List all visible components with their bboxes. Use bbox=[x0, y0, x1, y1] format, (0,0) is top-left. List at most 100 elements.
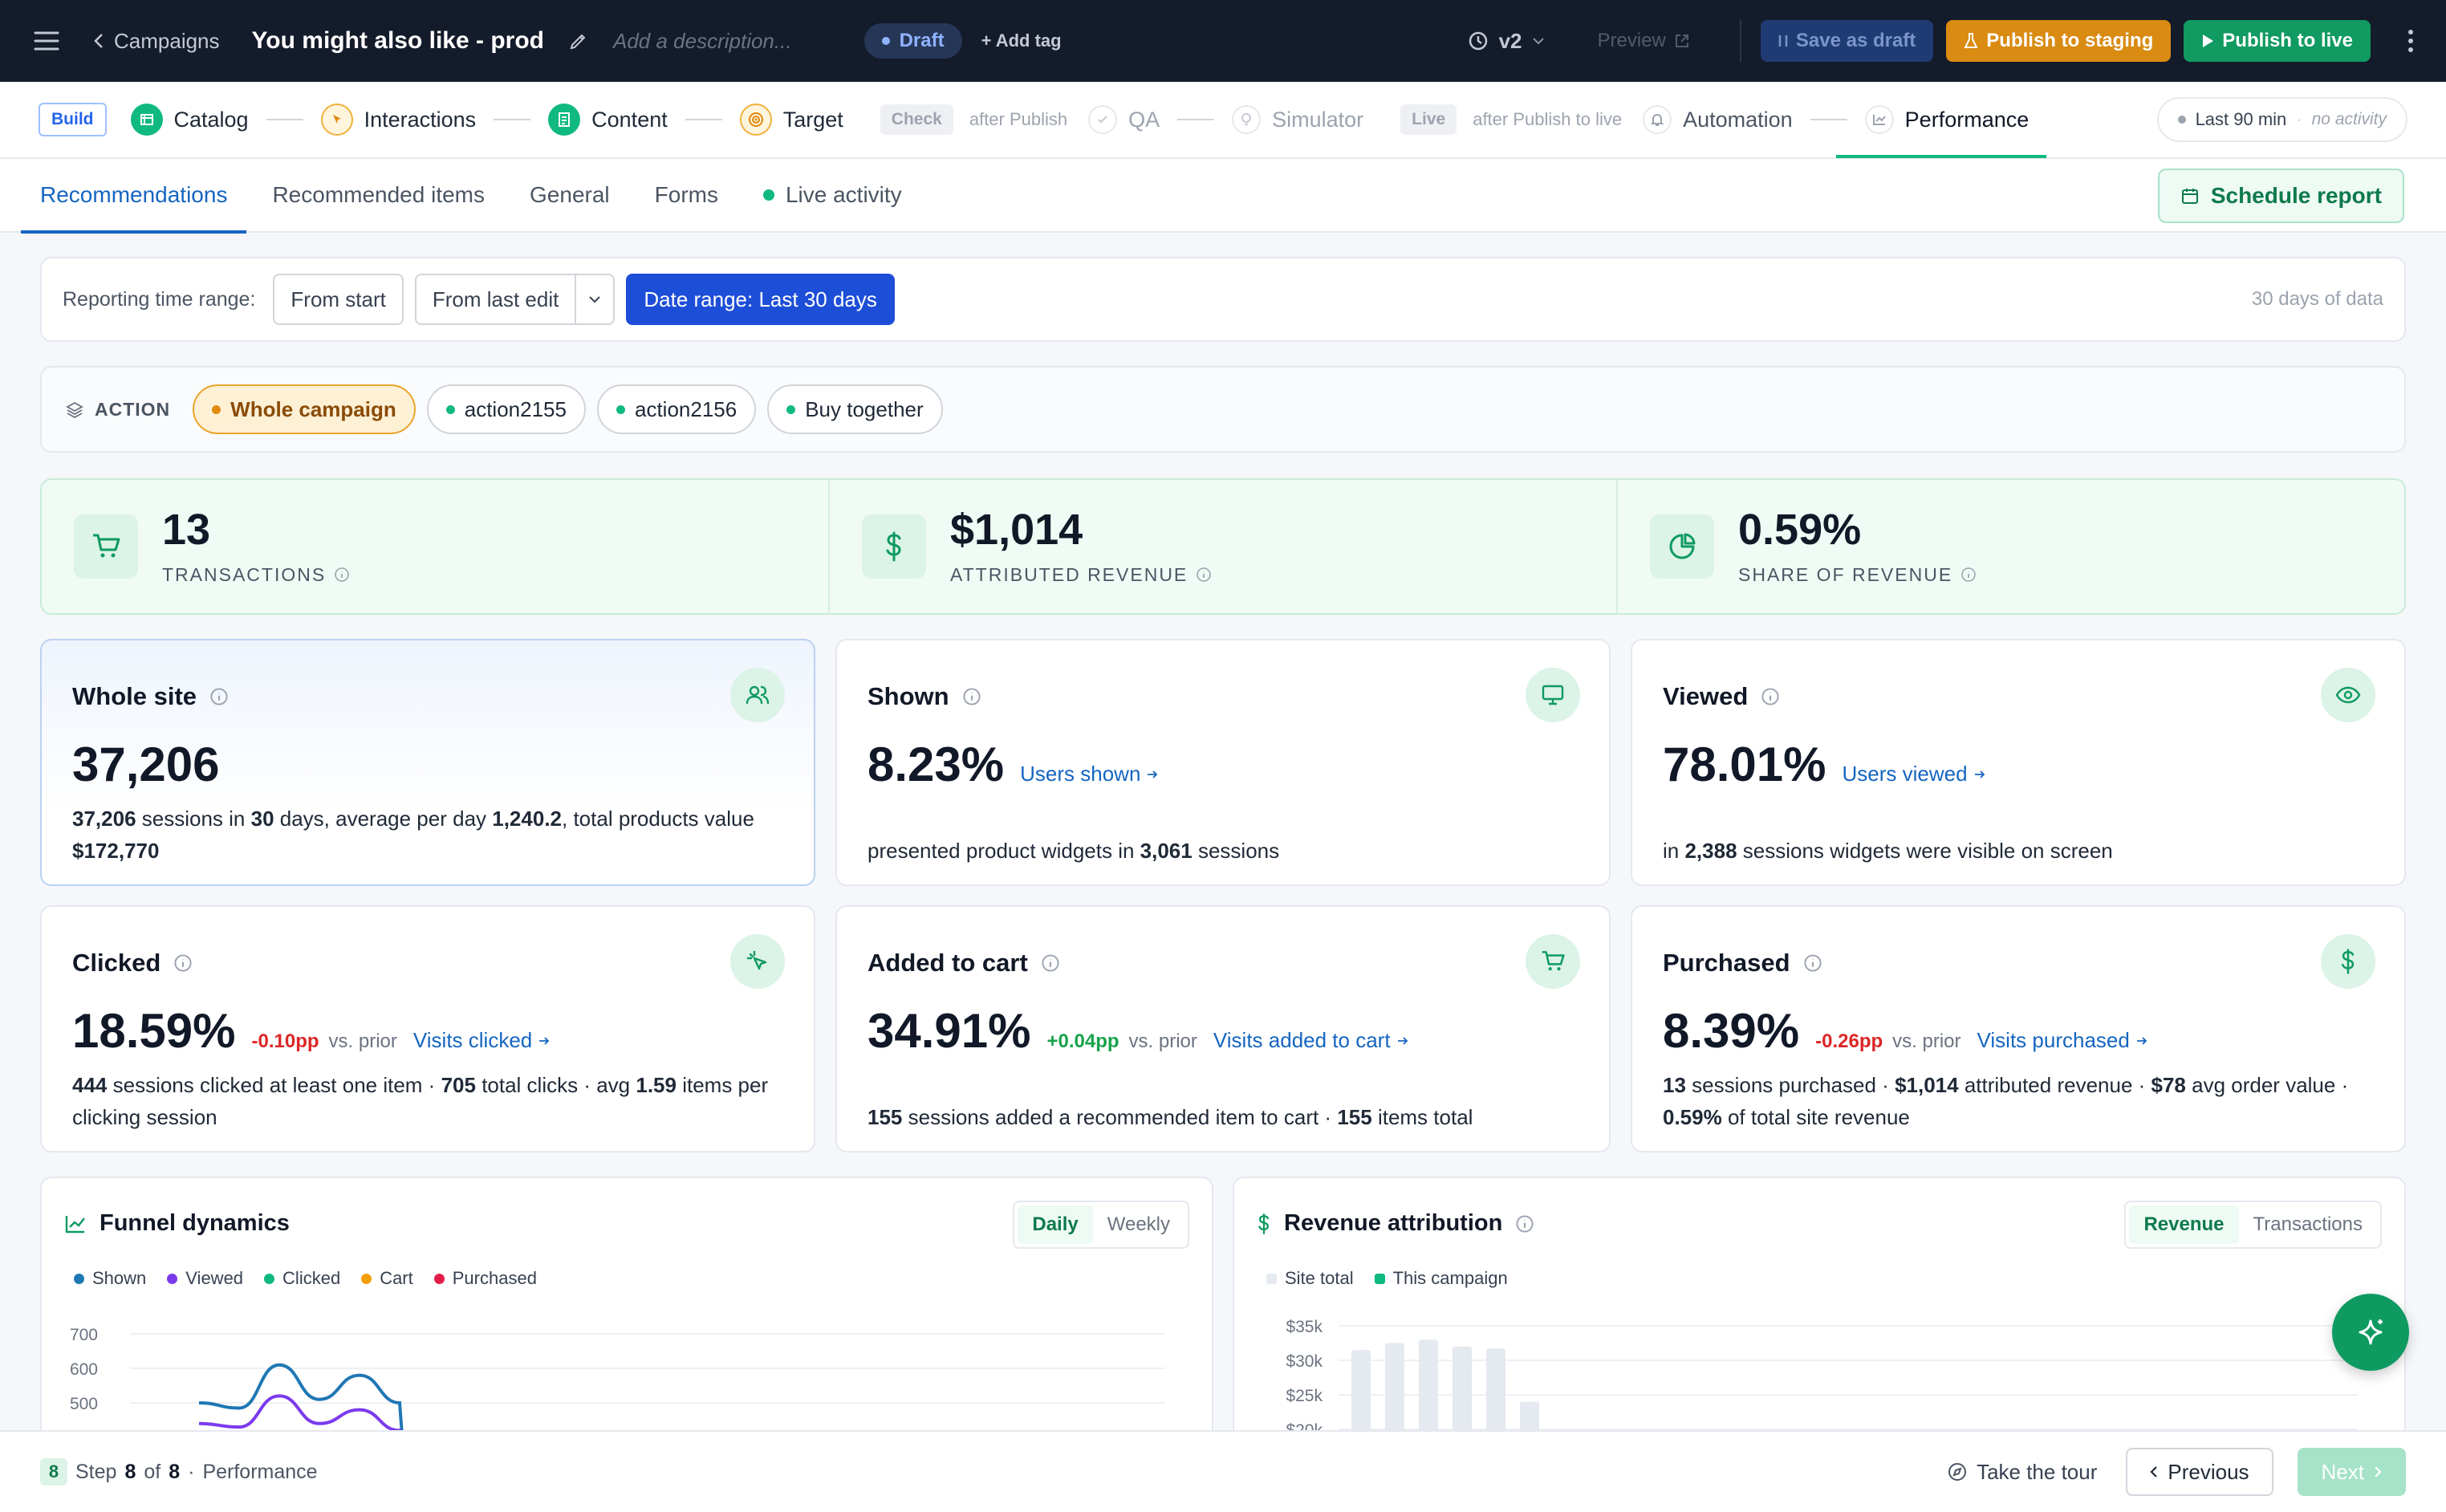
publish-to-live-button[interactable]: Publish to live bbox=[2184, 20, 2371, 62]
sessions-count: 13 bbox=[1663, 1073, 1686, 1097]
info-icon[interactable] bbox=[1041, 953, 1060, 973]
metric-title: Added to cart bbox=[867, 949, 1028, 977]
kpi-label-row: TRANSACTIONS bbox=[162, 564, 350, 586]
metric-title-row: Added to cart bbox=[867, 949, 1060, 978]
publish-to-staging-button[interactable]: Publish to staging bbox=[1946, 20, 2172, 62]
step-catalog-label: Catalog bbox=[173, 107, 249, 132]
legend-item[interactable]: This campaign bbox=[1374, 1268, 1508, 1289]
daily-option[interactable]: Daily bbox=[1018, 1205, 1093, 1244]
tab-live-activity[interactable]: Live activity bbox=[762, 158, 902, 232]
kpi-label-row: SHARE OF REVENUE bbox=[1738, 564, 1977, 586]
tab-general[interactable]: General bbox=[530, 182, 610, 207]
eye-icon bbox=[2321, 668, 2375, 722]
previous-label: Previous bbox=[2168, 1459, 2249, 1484]
preview-button[interactable]: Preview bbox=[1598, 30, 1690, 52]
version-selector[interactable]: v2 bbox=[1467, 29, 1545, 54]
from-start-button[interactable]: From start bbox=[273, 274, 404, 325]
info-icon[interactable] bbox=[1960, 567, 1977, 583]
menu-icon[interactable] bbox=[32, 26, 61, 55]
step-automation[interactable]: Automation bbox=[1643, 105, 1793, 134]
ai-assistant-button[interactable] bbox=[2332, 1294, 2409, 1371]
avg-items: 1.59 bbox=[636, 1073, 677, 1097]
previous-button[interactable]: Previous bbox=[2126, 1448, 2273, 1496]
info-icon[interactable] bbox=[1196, 567, 1212, 583]
schedule-report-button[interactable]: Schedule report bbox=[2157, 169, 2404, 223]
visits-purchased-link[interactable]: Visits purchased bbox=[1977, 1028, 2147, 1053]
metric-title: Whole site bbox=[72, 682, 197, 710]
dollar-icon bbox=[1258, 1213, 1270, 1234]
chip-buy-together[interactable]: Buy together bbox=[767, 384, 943, 434]
y-tick-label: 700 bbox=[70, 1326, 98, 1344]
back-to-campaigns-link[interactable]: Campaigns bbox=[93, 29, 220, 54]
weekly-option[interactable]: Weekly bbox=[1107, 1213, 1170, 1235]
legend-item[interactable]: Site total bbox=[1266, 1268, 1354, 1289]
desc-text: of total site revenue bbox=[1721, 1105, 1910, 1129]
legend-label: Purchased bbox=[452, 1268, 537, 1288]
legend-label: This campaign bbox=[1392, 1268, 1508, 1288]
chevron-down-icon bbox=[1532, 38, 1544, 45]
step-performance-label: Performance bbox=[1904, 107, 2030, 132]
legend-label: Cart bbox=[380, 1268, 413, 1288]
items-count: 155 bbox=[1337, 1105, 1372, 1129]
tab-forms[interactable]: Forms bbox=[654, 182, 718, 207]
step-interactions[interactable]: Interactions bbox=[320, 104, 476, 136]
visits-clicked-link[interactable]: Visits clicked bbox=[413, 1028, 550, 1053]
step-automation-label: Automation bbox=[1683, 107, 1793, 132]
campaign-title[interactable]: You might also like - prod bbox=[251, 27, 544, 54]
tab-recommended-items[interactable]: Recommended items bbox=[272, 182, 486, 207]
chip-whole-campaign[interactable]: Whole campaign bbox=[193, 384, 416, 434]
take-the-tour-button[interactable]: Take the tour bbox=[1948, 1460, 2097, 1485]
sessions-count: 2,388 bbox=[1684, 839, 1737, 863]
metric-value: 8.39% bbox=[1663, 1004, 1800, 1058]
step-target[interactable]: Target bbox=[739, 104, 843, 136]
users-viewed-link[interactable]: Users viewed bbox=[1843, 762, 1985, 786]
revenue-option[interactable]: Revenue bbox=[2129, 1205, 2239, 1244]
legend-item[interactable]: Purchased bbox=[433, 1268, 537, 1289]
info-icon[interactable] bbox=[334, 567, 350, 583]
step-catalog[interactable]: Catalog bbox=[130, 104, 249, 136]
visits-added-to-cart-link[interactable]: Visits added to cart bbox=[1213, 1028, 1408, 1053]
attributed-revenue: $1,014 bbox=[1895, 1073, 1959, 1097]
next-button[interactable]: Next bbox=[2297, 1448, 2406, 1496]
date-range-button[interactable]: Date range: Last 30 days bbox=[626, 274, 895, 325]
info-icon[interactable] bbox=[962, 687, 981, 706]
transactions-option[interactable]: Transactions bbox=[2253, 1213, 2363, 1235]
info-icon[interactable] bbox=[209, 687, 229, 706]
step-simulator[interactable]: Simulator bbox=[1232, 105, 1363, 134]
action-filter-bar: ACTION Whole campaign action2155 action2… bbox=[40, 366, 2406, 453]
chip-action2156[interactable]: action2156 bbox=[596, 384, 757, 434]
dollar-icon bbox=[862, 514, 926, 579]
from-last-edit-button[interactable]: From last edit bbox=[414, 274, 577, 325]
legend-item[interactable]: Viewed bbox=[167, 1268, 243, 1289]
info-icon[interactable] bbox=[1761, 687, 1780, 706]
info-icon[interactable] bbox=[1515, 1214, 1534, 1234]
topbar-actions: v2 Preview Save as draft Publish to stag… bbox=[1467, 20, 2414, 62]
description-input[interactable]: Add a description... bbox=[612, 28, 792, 53]
users-shown-link[interactable]: Users shown bbox=[1020, 762, 1158, 786]
clicks-count: 705 bbox=[441, 1073, 476, 1097]
legend-swatch bbox=[433, 1273, 445, 1284]
more-options-icon[interactable] bbox=[2407, 29, 2414, 53]
legend-item[interactable]: Clicked bbox=[264, 1268, 340, 1289]
status-dot bbox=[881, 37, 890, 45]
legend-item[interactable]: Shown bbox=[74, 1268, 146, 1289]
metric-clicked: Clicked 18.59% -0.10pp vs. prior Visits … bbox=[40, 905, 815, 1152]
cart-icon bbox=[1526, 934, 1580, 989]
chip-label: action2155 bbox=[464, 396, 567, 421]
pencil-icon[interactable] bbox=[568, 30, 589, 51]
chip-action2155[interactable]: action2155 bbox=[426, 384, 586, 434]
from-last-edit-dropdown[interactable] bbox=[576, 274, 616, 325]
save-as-draft-button[interactable]: Save as draft bbox=[1760, 20, 1934, 62]
metric-title: Clicked bbox=[72, 949, 161, 977]
add-tag-button[interactable]: + Add tag bbox=[981, 30, 1062, 51]
step-qa[interactable]: QA bbox=[1088, 105, 1160, 134]
divider bbox=[1739, 20, 1741, 62]
step-content[interactable]: Content bbox=[548, 104, 668, 136]
legend-item[interactable]: Cart bbox=[361, 1268, 413, 1289]
check-phase-note: after Publish bbox=[969, 109, 1068, 129]
info-icon[interactable] bbox=[173, 953, 193, 973]
tab-recommendations[interactable]: Recommendations bbox=[20, 158, 247, 234]
step-performance[interactable]: Performance bbox=[1835, 81, 2046, 158]
kpi-value: 0.59% bbox=[1738, 505, 1862, 554]
info-icon[interactable] bbox=[1803, 953, 1822, 973]
